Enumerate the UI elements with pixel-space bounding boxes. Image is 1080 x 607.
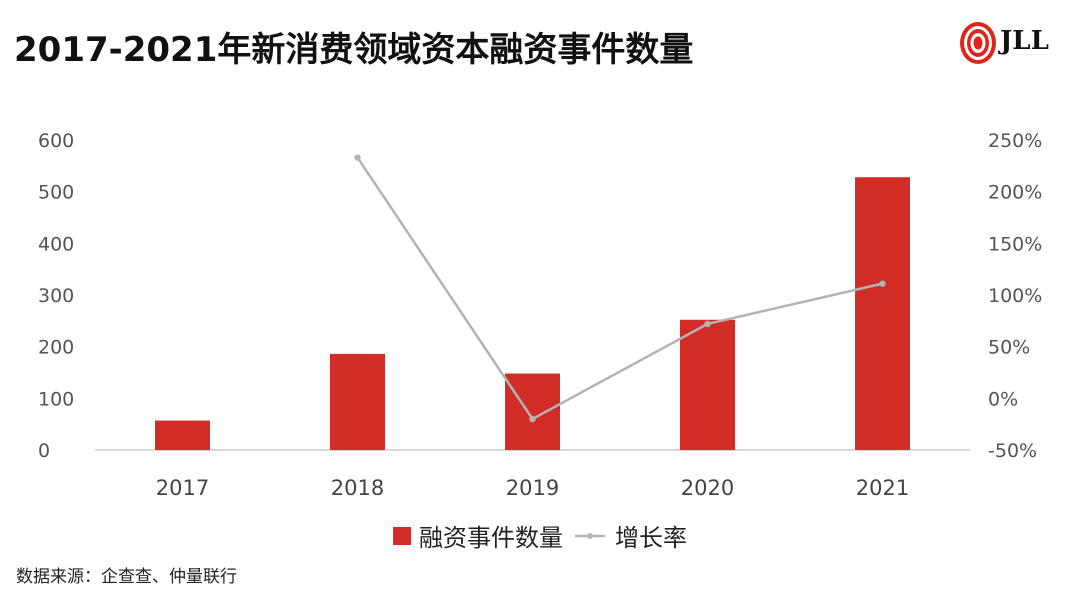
y-right-tick-label: 50% [988,337,1030,359]
y-right-tick-label: 250% [988,130,1042,152]
x-tick-label: 2018 [331,476,384,500]
x-tick-label: 2020 [681,476,734,500]
jll-logo-text: JLL [1000,26,1049,56]
growth-point [529,415,536,423]
growth-line-path [356,156,883,421]
growth-point [704,320,711,328]
y-right-tick-label: 100% [988,285,1042,307]
legend-label-line: 增长率 [615,524,687,552]
bar [855,177,910,450]
legend: 融资事件数量 增长率 [0,518,1080,553]
jll-logo-mark-icon [960,22,996,64]
bar-swatch-icon [393,526,411,545]
y-right-tick-label: 150% [988,233,1042,255]
tick-labels: 0 100 200 300 400 500 600 -50% 0% 50% 100% 150% 200%… [38,130,1042,500]
x-tick-label: 2021 [856,476,909,500]
bar [505,373,560,450]
y-left-tick-label: 600 [38,130,74,152]
y-left-tick-label: 100 [38,388,74,410]
source-note: 数据来源：企查查、仲量联行 [16,567,237,587]
y-right-tick-label: 200% [988,182,1042,204]
y-left-tick-label: 200 [38,337,74,359]
bar [155,420,210,450]
y-left-tick-label: 300 [38,285,74,307]
growth-point [879,280,886,287]
y-left-tick-label: 500 [38,182,74,204]
jll-logo [960,22,996,64]
growth-line [354,154,886,423]
bar [680,319,735,450]
chart: 0 100 200 300 400 500 600 -50% 0% 50% 100% 150% 200%… [38,130,1042,500]
legend-item-bars: 融资事件数量 [393,518,563,553]
x-tick-label: 2019 [506,476,559,500]
chart-title: 2017-2021年新消费领域资本融资事件数量 [14,30,694,70]
line-swatch-icon [575,532,605,539]
bars [155,177,910,450]
growth-point [354,154,361,161]
y-right-tick-label: -50% [988,440,1037,462]
x-tick-label: 2017 [156,476,209,500]
y-right-tick-label: 0% [988,388,1018,410]
y-left-tick-label: 400 [38,233,74,255]
legend-item-line: 增长率 [573,518,687,553]
y-left-tick-label: 0 [38,440,50,462]
legend-label-bars: 融资事件数量 [419,524,563,552]
bar [330,353,385,450]
